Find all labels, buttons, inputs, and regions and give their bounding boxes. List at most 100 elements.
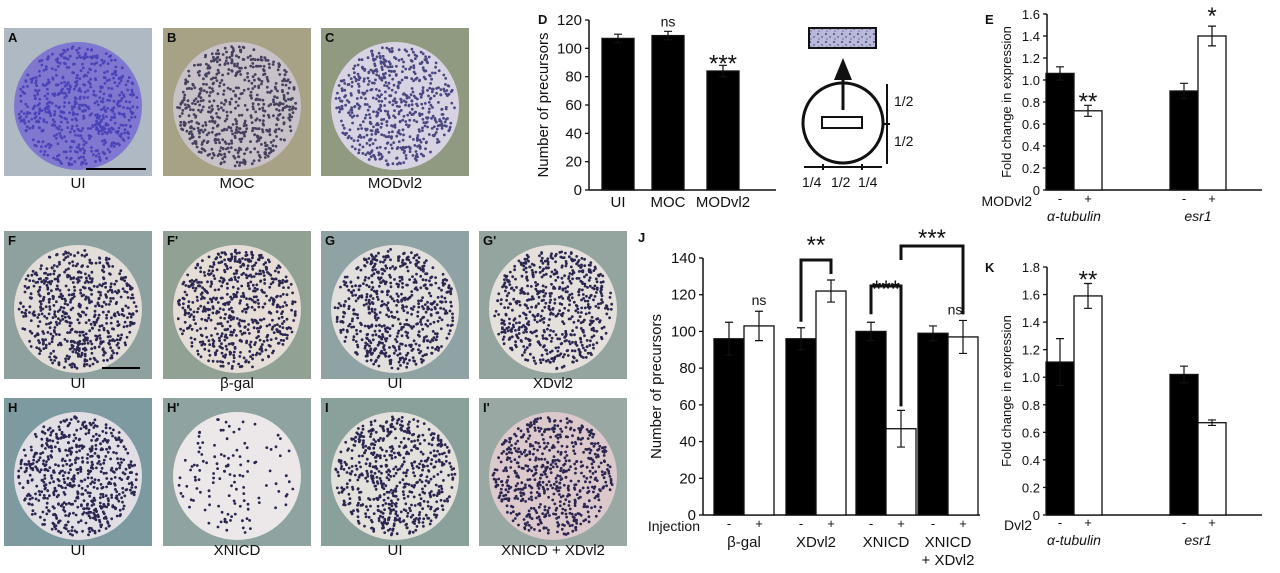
sign-label: + xyxy=(827,516,835,531)
sign-label: + xyxy=(1208,515,1216,530)
y-tick-label: 1.4 xyxy=(1022,315,1040,330)
group-label: β-gal xyxy=(727,534,761,551)
bar xyxy=(743,325,775,516)
error-bar xyxy=(1180,365,1188,384)
embryo-image xyxy=(331,412,459,540)
group-label: XDvl2 xyxy=(796,534,836,551)
error-bar xyxy=(614,33,622,44)
sign-label: + xyxy=(897,516,905,531)
y-tick-label: 20 xyxy=(565,154,582,171)
bar xyxy=(706,70,740,191)
significance-label: *** xyxy=(918,225,946,252)
group-label: XNICD xyxy=(863,534,910,551)
panel-letter: H xyxy=(8,400,18,415)
gene-label: esr1 xyxy=(1184,208,1211,224)
label-half-top: 1/2 xyxy=(894,93,914,109)
panel-letter-d: D xyxy=(538,12,547,27)
error-bar xyxy=(897,409,905,448)
photo-caption: UI xyxy=(387,542,403,559)
bar xyxy=(713,338,745,516)
error-bar xyxy=(827,279,835,303)
gene-label: esr1 xyxy=(1184,532,1211,548)
y-tick-label: 1.6 xyxy=(1022,7,1040,22)
gene-label: α-tubulin xyxy=(1047,208,1101,224)
panel-letter: I' xyxy=(483,400,490,415)
error-bar xyxy=(1084,104,1092,117)
embryo-photo: A xyxy=(4,28,152,176)
embryo-image xyxy=(173,42,301,170)
row-label: Injection xyxy=(648,518,700,534)
bar xyxy=(1045,72,1075,191)
row-label: Dvl2 xyxy=(1004,517,1032,533)
photo-caption: UI xyxy=(70,175,86,192)
y-tick-label: 100 xyxy=(671,323,696,340)
embryo-image xyxy=(14,42,146,170)
photo-caption: MOC xyxy=(219,175,255,192)
sign-label: - xyxy=(869,516,873,531)
embryo-image xyxy=(489,245,617,373)
error-bar xyxy=(755,310,763,342)
sign-label: + xyxy=(959,516,967,531)
embryo-image xyxy=(173,245,301,373)
y-tick-label: 0 xyxy=(688,507,696,524)
photo-caption: UI xyxy=(387,375,403,392)
panel-letter: H' xyxy=(167,400,180,415)
sign-label: - xyxy=(1058,515,1062,530)
sign-label: - xyxy=(1058,191,1062,206)
row-label: MODvl2 xyxy=(981,193,1032,209)
chart-d: 0 20 40 60 80 100 120 Number of precursors UI MOC… xyxy=(535,12,776,211)
y-tick-label: 40 xyxy=(565,125,582,142)
embryo-image xyxy=(331,42,459,170)
embryo-photo: F xyxy=(4,231,152,379)
bar xyxy=(815,290,847,516)
error-bar xyxy=(1180,82,1188,100)
x-tick-label: MODvl2 xyxy=(696,194,750,211)
embryo-photo: C xyxy=(321,28,469,176)
error-bar xyxy=(959,319,967,355)
y-tick-label: 60 xyxy=(565,97,582,114)
bar xyxy=(651,34,685,191)
error-bar xyxy=(929,325,937,342)
y-tick-label: 0.6 xyxy=(1022,117,1040,132)
y-tick-label: 1.4 xyxy=(1022,29,1040,44)
embryo-photo: G' xyxy=(479,231,627,379)
error-bar xyxy=(867,321,875,342)
y-tick-label: 0.8 xyxy=(1022,398,1040,413)
photo-caption: XDvl2 xyxy=(532,375,573,392)
significance-label: ns xyxy=(948,301,963,317)
bar xyxy=(855,330,887,516)
bar xyxy=(1073,295,1103,516)
label-quarter-left: 1/4 xyxy=(802,174,822,190)
x-tick-label: UI xyxy=(611,194,626,211)
y-tick-label: 0 xyxy=(1033,508,1040,523)
bar xyxy=(1197,35,1227,191)
embryo-photo: I' xyxy=(479,398,627,546)
y-axis-label: Number of precursors xyxy=(648,314,665,459)
panel-letter: G' xyxy=(483,233,497,248)
sign-label: + xyxy=(1084,191,1092,206)
bar xyxy=(601,37,635,191)
sign-label: - xyxy=(1182,515,1186,530)
gene-label: α-tubulin xyxy=(1047,532,1101,548)
panel-letter: C xyxy=(325,30,335,45)
significance-label: * xyxy=(1207,3,1216,30)
y-tick-label: 1.8 xyxy=(1022,260,1040,275)
error-bar xyxy=(1056,338,1064,387)
bar xyxy=(947,336,979,516)
y-axis-label: Number of precursors xyxy=(535,32,552,177)
photo-caption: XNICD + XDvl2 xyxy=(501,542,605,559)
error-bar xyxy=(1208,419,1216,427)
y-tick-label: 0.4 xyxy=(1022,139,1040,154)
y-tick-label: 0 xyxy=(1033,183,1040,198)
y-tick-label: 120 xyxy=(671,287,696,304)
photo-caption: MODvl2 xyxy=(367,175,423,192)
embryo-photo: G xyxy=(321,231,469,379)
chart-e: 0 0.2 0.4 0.6 0.8 1.0 1.2 1.4 1.6 Fold change in … xyxy=(981,3,1262,224)
error-bar xyxy=(664,30,672,41)
error-bar xyxy=(719,64,727,78)
panel-letter: I xyxy=(325,400,329,415)
photo-caption: β-gal xyxy=(220,375,254,392)
photo-caption: UI xyxy=(70,542,86,559)
explant-tissue-box xyxy=(808,27,877,49)
